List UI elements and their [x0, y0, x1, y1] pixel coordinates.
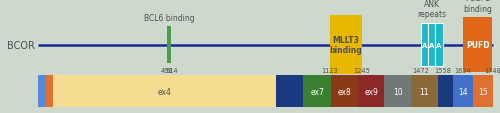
Text: 10: 10 — [393, 87, 402, 96]
Bar — [38, 76, 45, 107]
Text: ex7: ex7 — [310, 87, 324, 96]
Text: 1634: 1634 — [454, 68, 471, 74]
Bar — [428, 24, 435, 67]
Bar — [384, 76, 411, 107]
Bar — [463, 18, 492, 72]
Text: 11: 11 — [420, 87, 429, 96]
Bar — [332, 76, 358, 107]
Bar — [411, 76, 438, 107]
Text: A: A — [429, 42, 434, 48]
Text: ex4: ex4 — [158, 87, 172, 96]
Text: ex9: ex9 — [364, 87, 378, 96]
Bar — [276, 76, 303, 107]
Bar — [45, 76, 52, 107]
Bar — [358, 76, 384, 107]
Text: A: A — [436, 42, 442, 48]
Text: BCOR: BCOR — [7, 40, 35, 50]
Text: 1472: 1472 — [412, 68, 429, 74]
Bar — [452, 76, 473, 107]
Text: 15: 15 — [478, 87, 488, 96]
Text: 14: 14 — [458, 87, 468, 96]
Text: 498: 498 — [161, 68, 173, 74]
Bar — [473, 76, 492, 107]
Text: 1123: 1123 — [322, 68, 338, 74]
Text: 1748: 1748 — [484, 68, 500, 74]
Text: ex8: ex8 — [338, 87, 351, 96]
Bar — [330, 16, 362, 75]
Text: ANK
repeats: ANK repeats — [418, 0, 446, 19]
Text: 1245: 1245 — [353, 68, 370, 74]
Bar — [303, 76, 332, 107]
Text: PUFD: PUFD — [466, 41, 489, 50]
Text: PCGF1
binding: PCGF1 binding — [463, 0, 492, 14]
Bar — [52, 76, 276, 107]
Text: 1558: 1558 — [434, 68, 452, 74]
Bar — [420, 24, 428, 67]
Bar — [438, 76, 452, 107]
Bar — [167, 27, 172, 63]
Text: 514: 514 — [165, 68, 177, 74]
Text: BCL6 binding: BCL6 binding — [144, 14, 194, 23]
Bar — [435, 24, 443, 67]
Text: A: A — [422, 42, 427, 48]
Text: MLLT3
binding: MLLT3 binding — [330, 36, 362, 55]
